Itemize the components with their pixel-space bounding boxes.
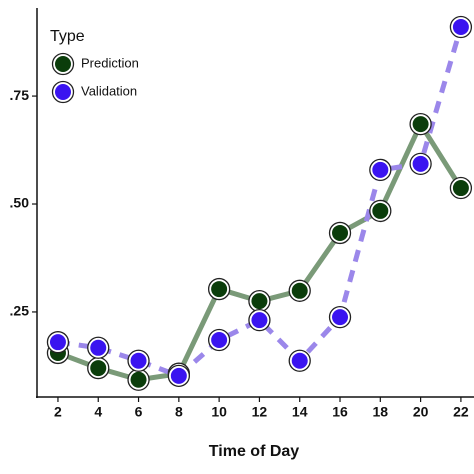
point	[291, 352, 308, 369]
x-tick-label: 16	[332, 404, 348, 420]
x-tick-label: 20	[413, 404, 429, 420]
point	[170, 367, 187, 384]
y-tick-label: .50	[10, 195, 30, 211]
y-tick-label: .75	[10, 87, 30, 103]
point	[412, 116, 429, 133]
point	[49, 334, 66, 351]
point	[130, 371, 147, 388]
point	[372, 161, 389, 178]
plot-area	[46, 15, 473, 391]
legend-title: Type	[50, 28, 85, 45]
series-line	[57, 26, 464, 379]
x-tick-label: 8	[175, 404, 183, 420]
legend-swatch	[55, 84, 71, 100]
point	[211, 332, 228, 349]
point	[90, 339, 107, 356]
point	[90, 360, 107, 377]
legend-label: Validation	[81, 83, 137, 98]
point	[332, 224, 349, 241]
x-tick-label: 12	[252, 404, 268, 420]
legend-label: Prediction	[81, 55, 139, 70]
x-axis-label: Time of Day	[209, 443, 300, 460]
point	[130, 352, 147, 369]
x-tick-label: 14	[292, 404, 308, 420]
x-tick-label: 4	[94, 404, 102, 420]
series-line	[57, 118, 464, 383]
point	[452, 180, 469, 197]
point	[251, 293, 268, 310]
point	[372, 202, 389, 219]
x-tick-label: 10	[211, 404, 227, 420]
point	[211, 281, 228, 298]
x-tick-label: 2	[54, 404, 62, 420]
point	[452, 18, 469, 35]
legend-swatch	[55, 56, 71, 72]
y-tick-label: .25	[10, 303, 30, 319]
x-tick-label: 6	[135, 404, 143, 420]
point	[251, 312, 268, 329]
x-tick-label: 22	[453, 404, 469, 420]
point	[332, 309, 349, 326]
point	[412, 155, 429, 172]
x-tick-label: 18	[373, 404, 389, 420]
point	[291, 282, 308, 299]
